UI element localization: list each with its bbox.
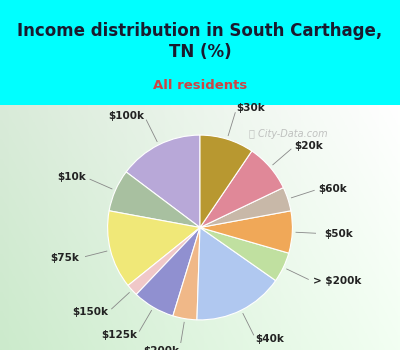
Wedge shape	[126, 135, 200, 228]
Text: $60k: $60k	[319, 184, 347, 194]
Text: $150k: $150k	[72, 307, 108, 317]
Wedge shape	[136, 228, 200, 316]
Text: $125k: $125k	[101, 330, 137, 340]
Wedge shape	[200, 228, 289, 281]
Text: $20k: $20k	[294, 141, 323, 151]
Wedge shape	[200, 211, 292, 253]
Text: $30k: $30k	[236, 103, 265, 113]
Wedge shape	[200, 188, 291, 228]
Wedge shape	[197, 228, 276, 320]
Text: All residents: All residents	[153, 79, 247, 92]
Wedge shape	[128, 228, 200, 294]
Text: $50k: $50k	[324, 229, 353, 239]
Text: $100k: $100k	[108, 111, 144, 121]
Wedge shape	[200, 135, 252, 228]
Text: $75k: $75k	[50, 253, 79, 263]
Wedge shape	[108, 211, 200, 286]
Wedge shape	[173, 228, 200, 320]
Text: $40k: $40k	[256, 334, 284, 344]
Text: Income distribution in South Carthage,
TN (%): Income distribution in South Carthage, T…	[17, 22, 383, 61]
Text: ⓘ City-Data.com: ⓘ City-Data.com	[249, 130, 327, 139]
Wedge shape	[200, 151, 283, 228]
Wedge shape	[109, 172, 200, 228]
Text: > $200k: > $200k	[312, 276, 361, 286]
Text: $200k: $200k	[144, 345, 180, 350]
Text: $10k: $10k	[57, 173, 86, 182]
